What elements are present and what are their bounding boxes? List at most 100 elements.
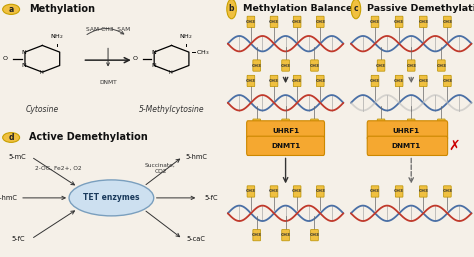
FancyBboxPatch shape [247, 186, 255, 197]
FancyBboxPatch shape [282, 60, 290, 71]
Text: 2-OG, Fe2+, O2: 2-OG, Fe2+, O2 [35, 166, 81, 171]
FancyBboxPatch shape [310, 119, 319, 130]
Text: CH3: CH3 [370, 20, 380, 24]
Text: CH3: CH3 [269, 79, 279, 83]
Text: CH3: CH3 [394, 20, 404, 24]
Text: CH3: CH3 [246, 189, 256, 194]
Text: DNMT1: DNMT1 [271, 143, 300, 149]
Text: DNMT1: DNMT1 [392, 143, 421, 149]
Text: NH$_2$: NH$_2$ [179, 33, 193, 41]
Text: UHRF1: UHRF1 [272, 127, 299, 134]
Text: CH3: CH3 [394, 189, 404, 194]
FancyBboxPatch shape [367, 136, 447, 155]
FancyBboxPatch shape [371, 16, 379, 27]
Text: 5-caC: 5-caC [187, 236, 206, 242]
FancyBboxPatch shape [444, 16, 451, 27]
FancyBboxPatch shape [367, 121, 447, 140]
FancyBboxPatch shape [253, 230, 261, 241]
FancyBboxPatch shape [377, 119, 385, 130]
FancyBboxPatch shape [247, 75, 255, 87]
Text: CH3: CH3 [292, 79, 302, 83]
Text: d: d [9, 133, 14, 142]
FancyBboxPatch shape [317, 16, 324, 27]
FancyBboxPatch shape [310, 60, 319, 71]
Text: CH3: CH3 [315, 189, 325, 194]
Text: TET enzymes: TET enzymes [83, 193, 140, 203]
Text: N: N [151, 50, 155, 55]
FancyBboxPatch shape [419, 16, 427, 27]
Text: CH3: CH3 [252, 233, 262, 237]
Text: 5-hmC: 5-hmC [0, 195, 18, 201]
Text: CH3: CH3 [246, 20, 256, 24]
Text: CH3: CH3 [442, 79, 452, 83]
Text: N: N [22, 50, 27, 55]
FancyBboxPatch shape [253, 119, 261, 130]
Text: CH3: CH3 [406, 123, 416, 127]
FancyBboxPatch shape [371, 75, 379, 87]
FancyBboxPatch shape [253, 60, 261, 71]
Text: CH3: CH3 [419, 189, 428, 194]
Circle shape [3, 133, 19, 142]
FancyBboxPatch shape [407, 119, 415, 130]
FancyBboxPatch shape [270, 16, 278, 27]
Text: CH3: CH3 [406, 63, 416, 68]
Text: H: H [39, 70, 43, 75]
Text: CH3: CH3 [419, 20, 428, 24]
Text: CH3: CH3 [292, 189, 302, 194]
Text: CH3: CH3 [315, 20, 325, 24]
FancyBboxPatch shape [293, 16, 301, 27]
FancyBboxPatch shape [247, 16, 255, 27]
Text: SAM-CH3  SAM: SAM-CH3 SAM [86, 27, 130, 32]
Text: O: O [3, 56, 8, 61]
Text: b: b [229, 4, 234, 14]
Text: CH3: CH3 [376, 63, 386, 68]
Text: CH3: CH3 [252, 63, 262, 68]
Text: UHRF1: UHRF1 [392, 127, 420, 134]
Text: N: N [151, 63, 155, 68]
Text: CH3: CH3 [442, 189, 452, 194]
Text: c: c [354, 4, 358, 14]
FancyBboxPatch shape [293, 75, 301, 87]
FancyBboxPatch shape [317, 75, 324, 87]
FancyBboxPatch shape [293, 186, 301, 197]
FancyBboxPatch shape [246, 136, 325, 155]
FancyBboxPatch shape [407, 60, 415, 71]
Text: NH$_2$: NH$_2$ [50, 33, 64, 41]
Text: CH3: CH3 [281, 123, 291, 127]
FancyBboxPatch shape [317, 186, 324, 197]
Text: O: O [132, 56, 137, 61]
Text: N: N [22, 63, 27, 68]
Ellipse shape [69, 180, 154, 216]
Text: CH3: CH3 [310, 63, 319, 68]
Text: 5-Methylcytosine: 5-Methylcytosine [139, 105, 204, 114]
Text: CH3: CH3 [315, 79, 325, 83]
Text: ✗: ✗ [448, 139, 460, 153]
Text: CH3: CH3 [252, 123, 262, 127]
Text: Methylation: Methylation [29, 4, 95, 14]
Text: CH3: CH3 [310, 233, 319, 237]
Text: CH3: CH3 [442, 20, 452, 24]
FancyBboxPatch shape [444, 186, 451, 197]
Text: CH3: CH3 [281, 63, 291, 68]
FancyBboxPatch shape [444, 75, 451, 87]
Text: DNMT: DNMT [99, 80, 117, 85]
Text: CH3: CH3 [376, 123, 386, 127]
FancyBboxPatch shape [419, 75, 427, 87]
Text: 5-fC: 5-fC [205, 195, 219, 201]
FancyBboxPatch shape [310, 230, 319, 241]
Text: CH3: CH3 [246, 79, 256, 83]
Text: H: H [169, 70, 173, 75]
Circle shape [3, 4, 19, 14]
FancyBboxPatch shape [246, 121, 325, 140]
FancyBboxPatch shape [438, 119, 445, 130]
Circle shape [351, 0, 361, 19]
Text: Passive Demethylation: Passive Demethylation [367, 4, 474, 14]
Text: CH3: CH3 [437, 63, 447, 68]
Text: 5-mC: 5-mC [9, 154, 27, 160]
FancyBboxPatch shape [419, 186, 427, 197]
Text: a: a [9, 5, 14, 14]
Text: Succinate,
CO2: Succinate, CO2 [145, 163, 176, 174]
Text: CH3: CH3 [310, 123, 319, 127]
FancyArrowPatch shape [87, 29, 124, 34]
Text: Methylation Balance: Methylation Balance [243, 4, 352, 14]
